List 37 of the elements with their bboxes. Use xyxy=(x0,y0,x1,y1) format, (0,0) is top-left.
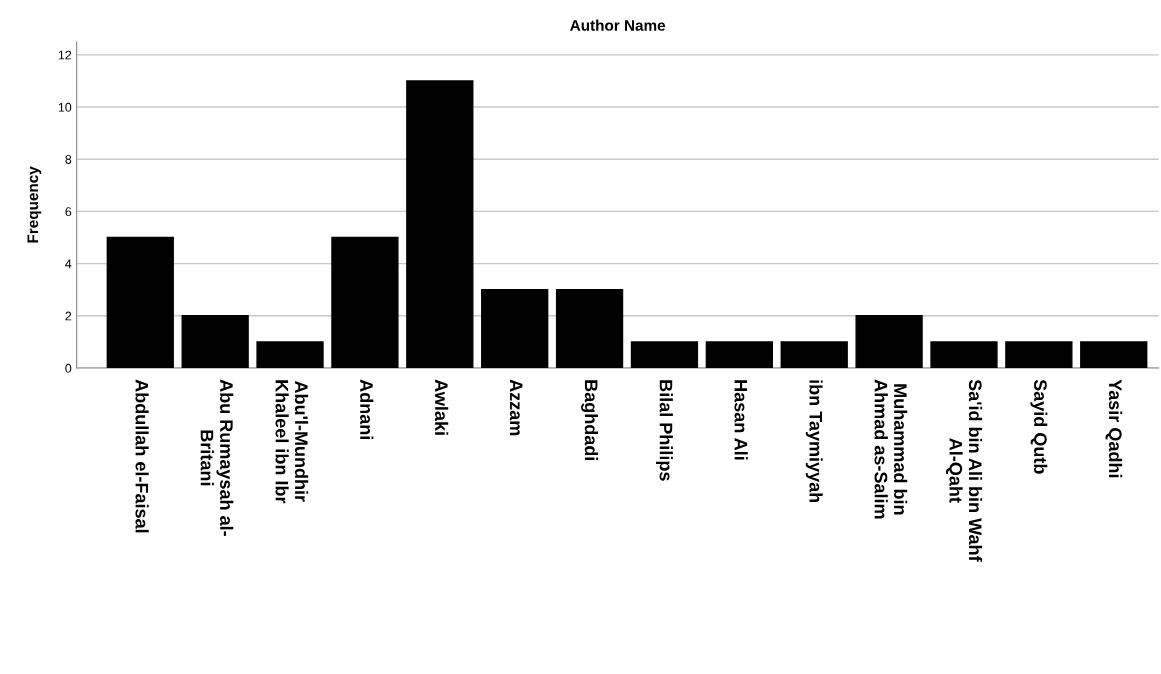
bar xyxy=(705,341,773,368)
y-tick-label: 8 xyxy=(65,155,72,164)
x-tick-label: ibn Taymiyyah xyxy=(805,380,823,503)
bar xyxy=(555,289,624,368)
x-tick-label: Hasan Ali xyxy=(734,380,748,460)
bar xyxy=(106,236,174,368)
x-tick-label: Adnani xyxy=(360,379,374,440)
x-tick-label: Awlaki xyxy=(434,379,449,435)
bar xyxy=(780,341,848,368)
chart-title: Author Name xyxy=(570,19,666,31)
x-tick-label: Bilal Philips xyxy=(656,380,673,481)
x-tick-label: Azzam xyxy=(509,379,523,436)
x-tick-label: Abu'l-Mundhir Khaleel ibn Ibr xyxy=(275,380,309,504)
bar xyxy=(256,341,324,368)
bar xyxy=(1080,341,1148,368)
x-tick-label: Yasir Qadhi xyxy=(1105,379,1123,478)
bar xyxy=(630,341,699,368)
y-tick-label: 0 xyxy=(65,363,72,373)
bar xyxy=(855,315,923,368)
bar xyxy=(930,341,998,368)
y-tick-label: 12 xyxy=(58,50,72,60)
x-tick-label: Sayid Qutb xyxy=(1030,379,1048,474)
bar xyxy=(406,80,474,368)
y-tick-label: 6 xyxy=(65,207,72,217)
y-tick-label: 4 xyxy=(65,259,72,269)
bar xyxy=(1005,341,1073,368)
y-tick-label: 2 xyxy=(65,311,72,321)
bar xyxy=(481,289,549,368)
x-tick-label: Baghdadi xyxy=(581,380,599,461)
x-tick-label: Muhammad bin Ahmad as-Salim xyxy=(874,379,908,519)
bar xyxy=(331,236,399,368)
x-tick-label: Abdullah el-Faisal xyxy=(135,379,149,533)
y-axis-title: Frequency xyxy=(27,166,42,243)
y-tick-label: 10 xyxy=(58,102,72,112)
x-tick-label: Abu Rumaysah al- Britani xyxy=(200,379,234,536)
x-tick-label: Sa'id bin Ali bin Wahf Al-Qaht xyxy=(946,379,983,562)
bar xyxy=(181,315,249,368)
